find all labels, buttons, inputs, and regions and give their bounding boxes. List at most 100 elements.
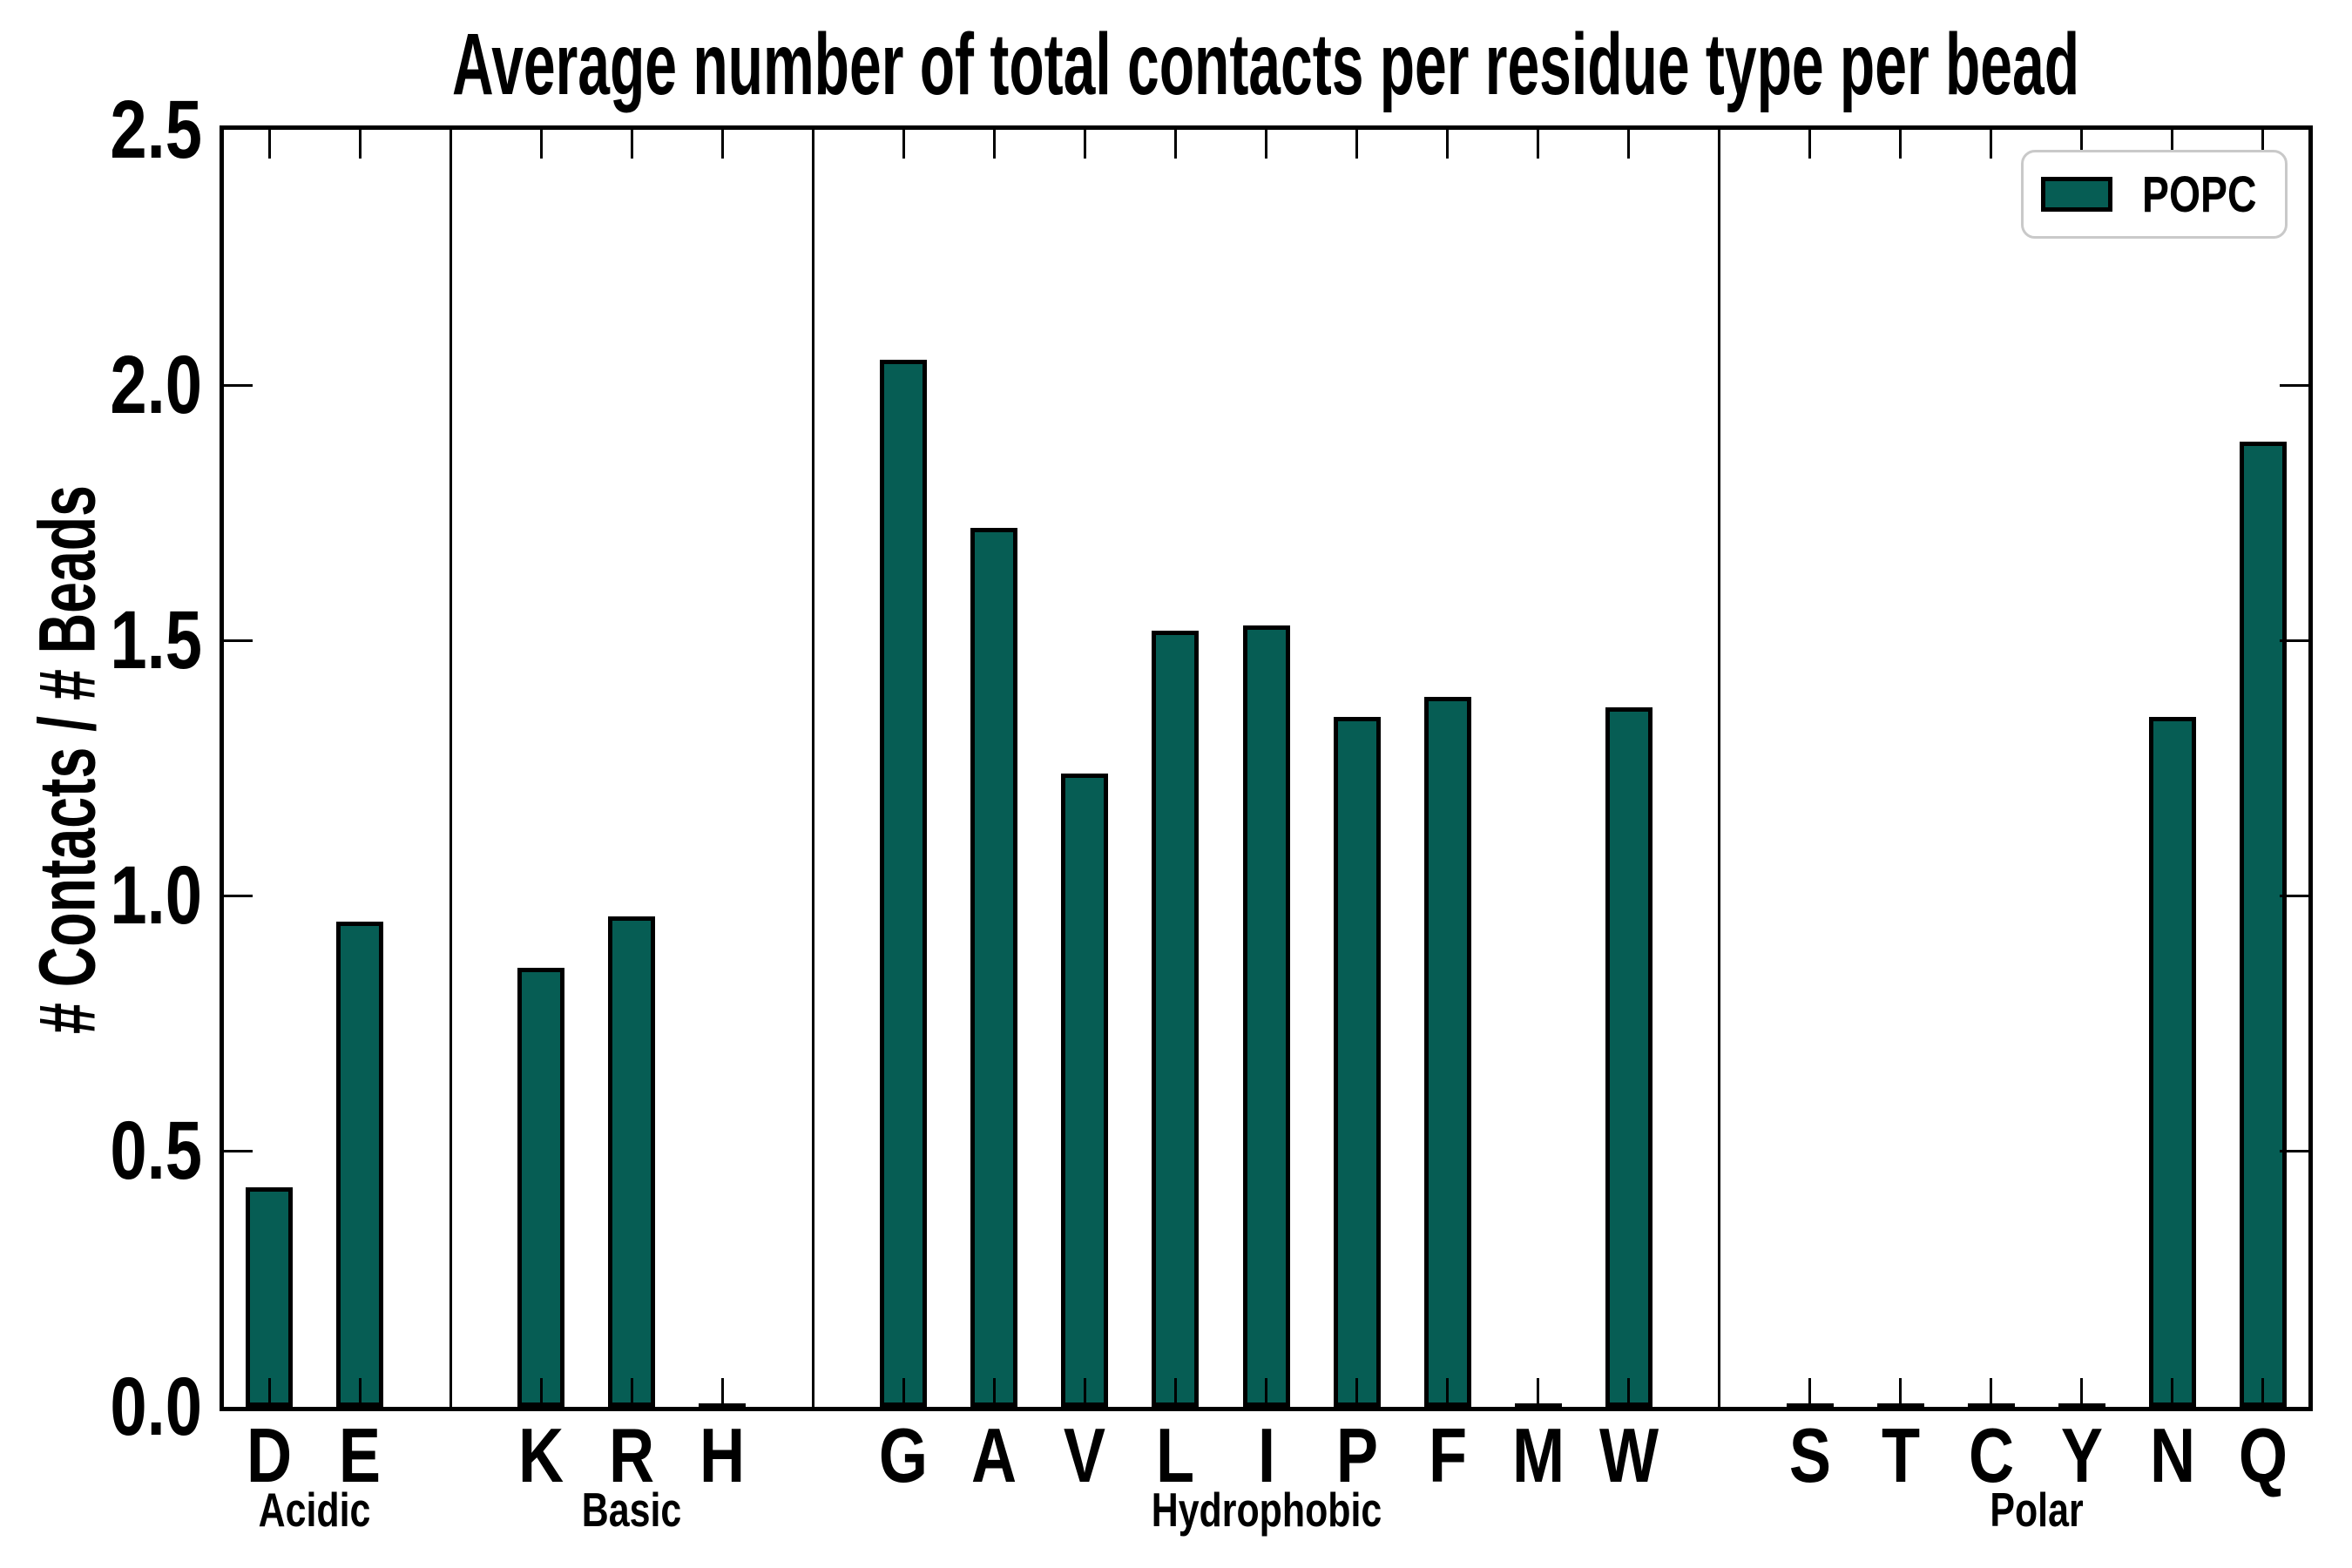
x-category-label-A: A [971, 1412, 1017, 1498]
legend-swatch-popc [2041, 177, 2112, 212]
x-tick-bottom-S [1808, 1378, 1812, 1407]
x-tick-top-I [1265, 130, 1267, 159]
y-tick-right-2.0 [2280, 383, 2308, 387]
x-tick-top-N [2171, 130, 2174, 159]
x-tick-top-S [1808, 130, 1812, 159]
y-tick-label-0.0: 0.0 [110, 1360, 202, 1453]
x-tick-bottom-K [539, 1378, 543, 1407]
x-tick-bottom-C [1990, 1378, 1993, 1407]
x-category-label-R: R [609, 1412, 655, 1498]
x-category-label-Q: Q [2238, 1412, 2288, 1498]
x-tick-top-M [1537, 130, 1540, 159]
bar-W [1605, 706, 1652, 1407]
x-tick-bottom-D [267, 1378, 271, 1407]
group-label-hydrophobic: Hydrophobic [1151, 1483, 1382, 1537]
x-tick-bottom-Y [2080, 1378, 2084, 1407]
y-tick-left-0.5 [224, 1150, 253, 1153]
bar-E [336, 921, 384, 1407]
group-separator [1718, 130, 1721, 1407]
x-tick-top-K [539, 130, 543, 159]
x-tick-top-H [720, 130, 724, 159]
bar-L [1152, 630, 1200, 1407]
x-tick-top-P [1355, 130, 1359, 159]
bar-F [1423, 696, 1471, 1407]
x-category-label-E: E [338, 1412, 382, 1498]
x-category-label-I: I [1257, 1412, 1275, 1498]
x-tick-bottom-F [1446, 1378, 1450, 1407]
y-tick-label-1.0: 1.0 [110, 849, 202, 943]
x-tick-bottom-R [630, 1378, 633, 1407]
legend-label-popc: POPC [2141, 166, 2257, 223]
y-tick-label-2.0: 2.0 [110, 338, 202, 431]
x-tick-bottom-E [358, 1378, 362, 1407]
legend: POPC [2021, 150, 2288, 239]
x-tick-bottom-N [2171, 1378, 2174, 1407]
bar-N [2148, 717, 2196, 1407]
bar-A [970, 528, 1018, 1407]
x-category-label-Y: Y [2060, 1412, 2103, 1498]
x-tick-top-L [1173, 130, 1177, 159]
x-category-label-K: K [518, 1412, 564, 1498]
plot-area [220, 125, 2313, 1411]
x-tick-bottom-L [1173, 1378, 1177, 1407]
x-tick-bottom-G [902, 1378, 905, 1407]
y-tick-left-2.0 [224, 383, 253, 387]
x-category-label-V: V [1064, 1412, 1106, 1498]
x-tick-top-V [1083, 130, 1086, 159]
x-category-label-L: L [1156, 1412, 1195, 1498]
x-tick-bottom-W [1627, 1378, 1631, 1407]
y-tick-right-1.5 [2280, 639, 2308, 642]
group-label-basic: Basic [581, 1483, 682, 1537]
x-category-label-H: H [700, 1412, 746, 1498]
group-label-polar: Polar [1990, 1483, 2084, 1537]
y-tick-right-0.5 [2280, 1150, 2308, 1153]
y-axis-label: # Contacts / # Beads [23, 485, 112, 1034]
x-category-label-D: D [246, 1412, 293, 1498]
x-category-label-N: N [2149, 1412, 2195, 1498]
x-category-label-P: P [1335, 1412, 1378, 1498]
x-tick-bottom-V [1083, 1378, 1086, 1407]
x-tick-top-A [992, 130, 996, 159]
x-tick-bottom-P [1355, 1378, 1359, 1407]
x-category-label-S: S [1788, 1412, 1831, 1498]
bar-R [608, 916, 656, 1407]
x-tick-bottom-H [720, 1378, 724, 1407]
y-tick-label-0.5: 0.5 [110, 1105, 202, 1198]
x-tick-top-D [267, 130, 271, 159]
bar-I [1242, 625, 1290, 1407]
bar-G [880, 359, 928, 1407]
x-tick-top-T [1899, 130, 1903, 159]
x-category-label-F: F [1428, 1412, 1467, 1498]
x-tick-top-Y [2080, 130, 2084, 159]
y-tick-left-1.5 [224, 639, 253, 642]
x-tick-top-Q [2261, 130, 2265, 159]
x-category-label-C: C [1968, 1412, 2014, 1498]
y-tick-right-1.0 [2280, 895, 2308, 898]
x-tick-top-W [1627, 130, 1631, 159]
x-tick-bottom-I [1265, 1378, 1267, 1407]
x-category-label-W: W [1598, 1412, 1659, 1498]
x-tick-bottom-Q [2261, 1378, 2265, 1407]
bar-V [1061, 773, 1109, 1407]
group-separator [811, 130, 814, 1407]
y-tick-label-2.5: 2.5 [110, 83, 202, 176]
bar-Q [2239, 441, 2287, 1407]
x-tick-top-E [358, 130, 362, 159]
y-tick-label-1.5: 1.5 [110, 593, 202, 686]
chart-title: Average number of total contacts per res… [451, 16, 2080, 113]
x-tick-bottom-T [1899, 1378, 1903, 1407]
x-tick-top-F [1446, 130, 1450, 159]
x-category-label-G: G [879, 1412, 929, 1498]
x-tick-top-R [630, 130, 633, 159]
group-label-acidic: Acidic [258, 1483, 371, 1537]
bar-K [517, 967, 565, 1407]
x-tick-bottom-M [1537, 1378, 1540, 1407]
x-tick-top-G [902, 130, 905, 159]
x-category-label-T: T [1881, 1412, 1920, 1498]
x-tick-bottom-A [992, 1378, 996, 1407]
group-separator [449, 130, 452, 1407]
x-category-label-M: M [1511, 1412, 1565, 1498]
bar-D [246, 1186, 294, 1407]
y-tick-left-1.0 [224, 895, 253, 898]
